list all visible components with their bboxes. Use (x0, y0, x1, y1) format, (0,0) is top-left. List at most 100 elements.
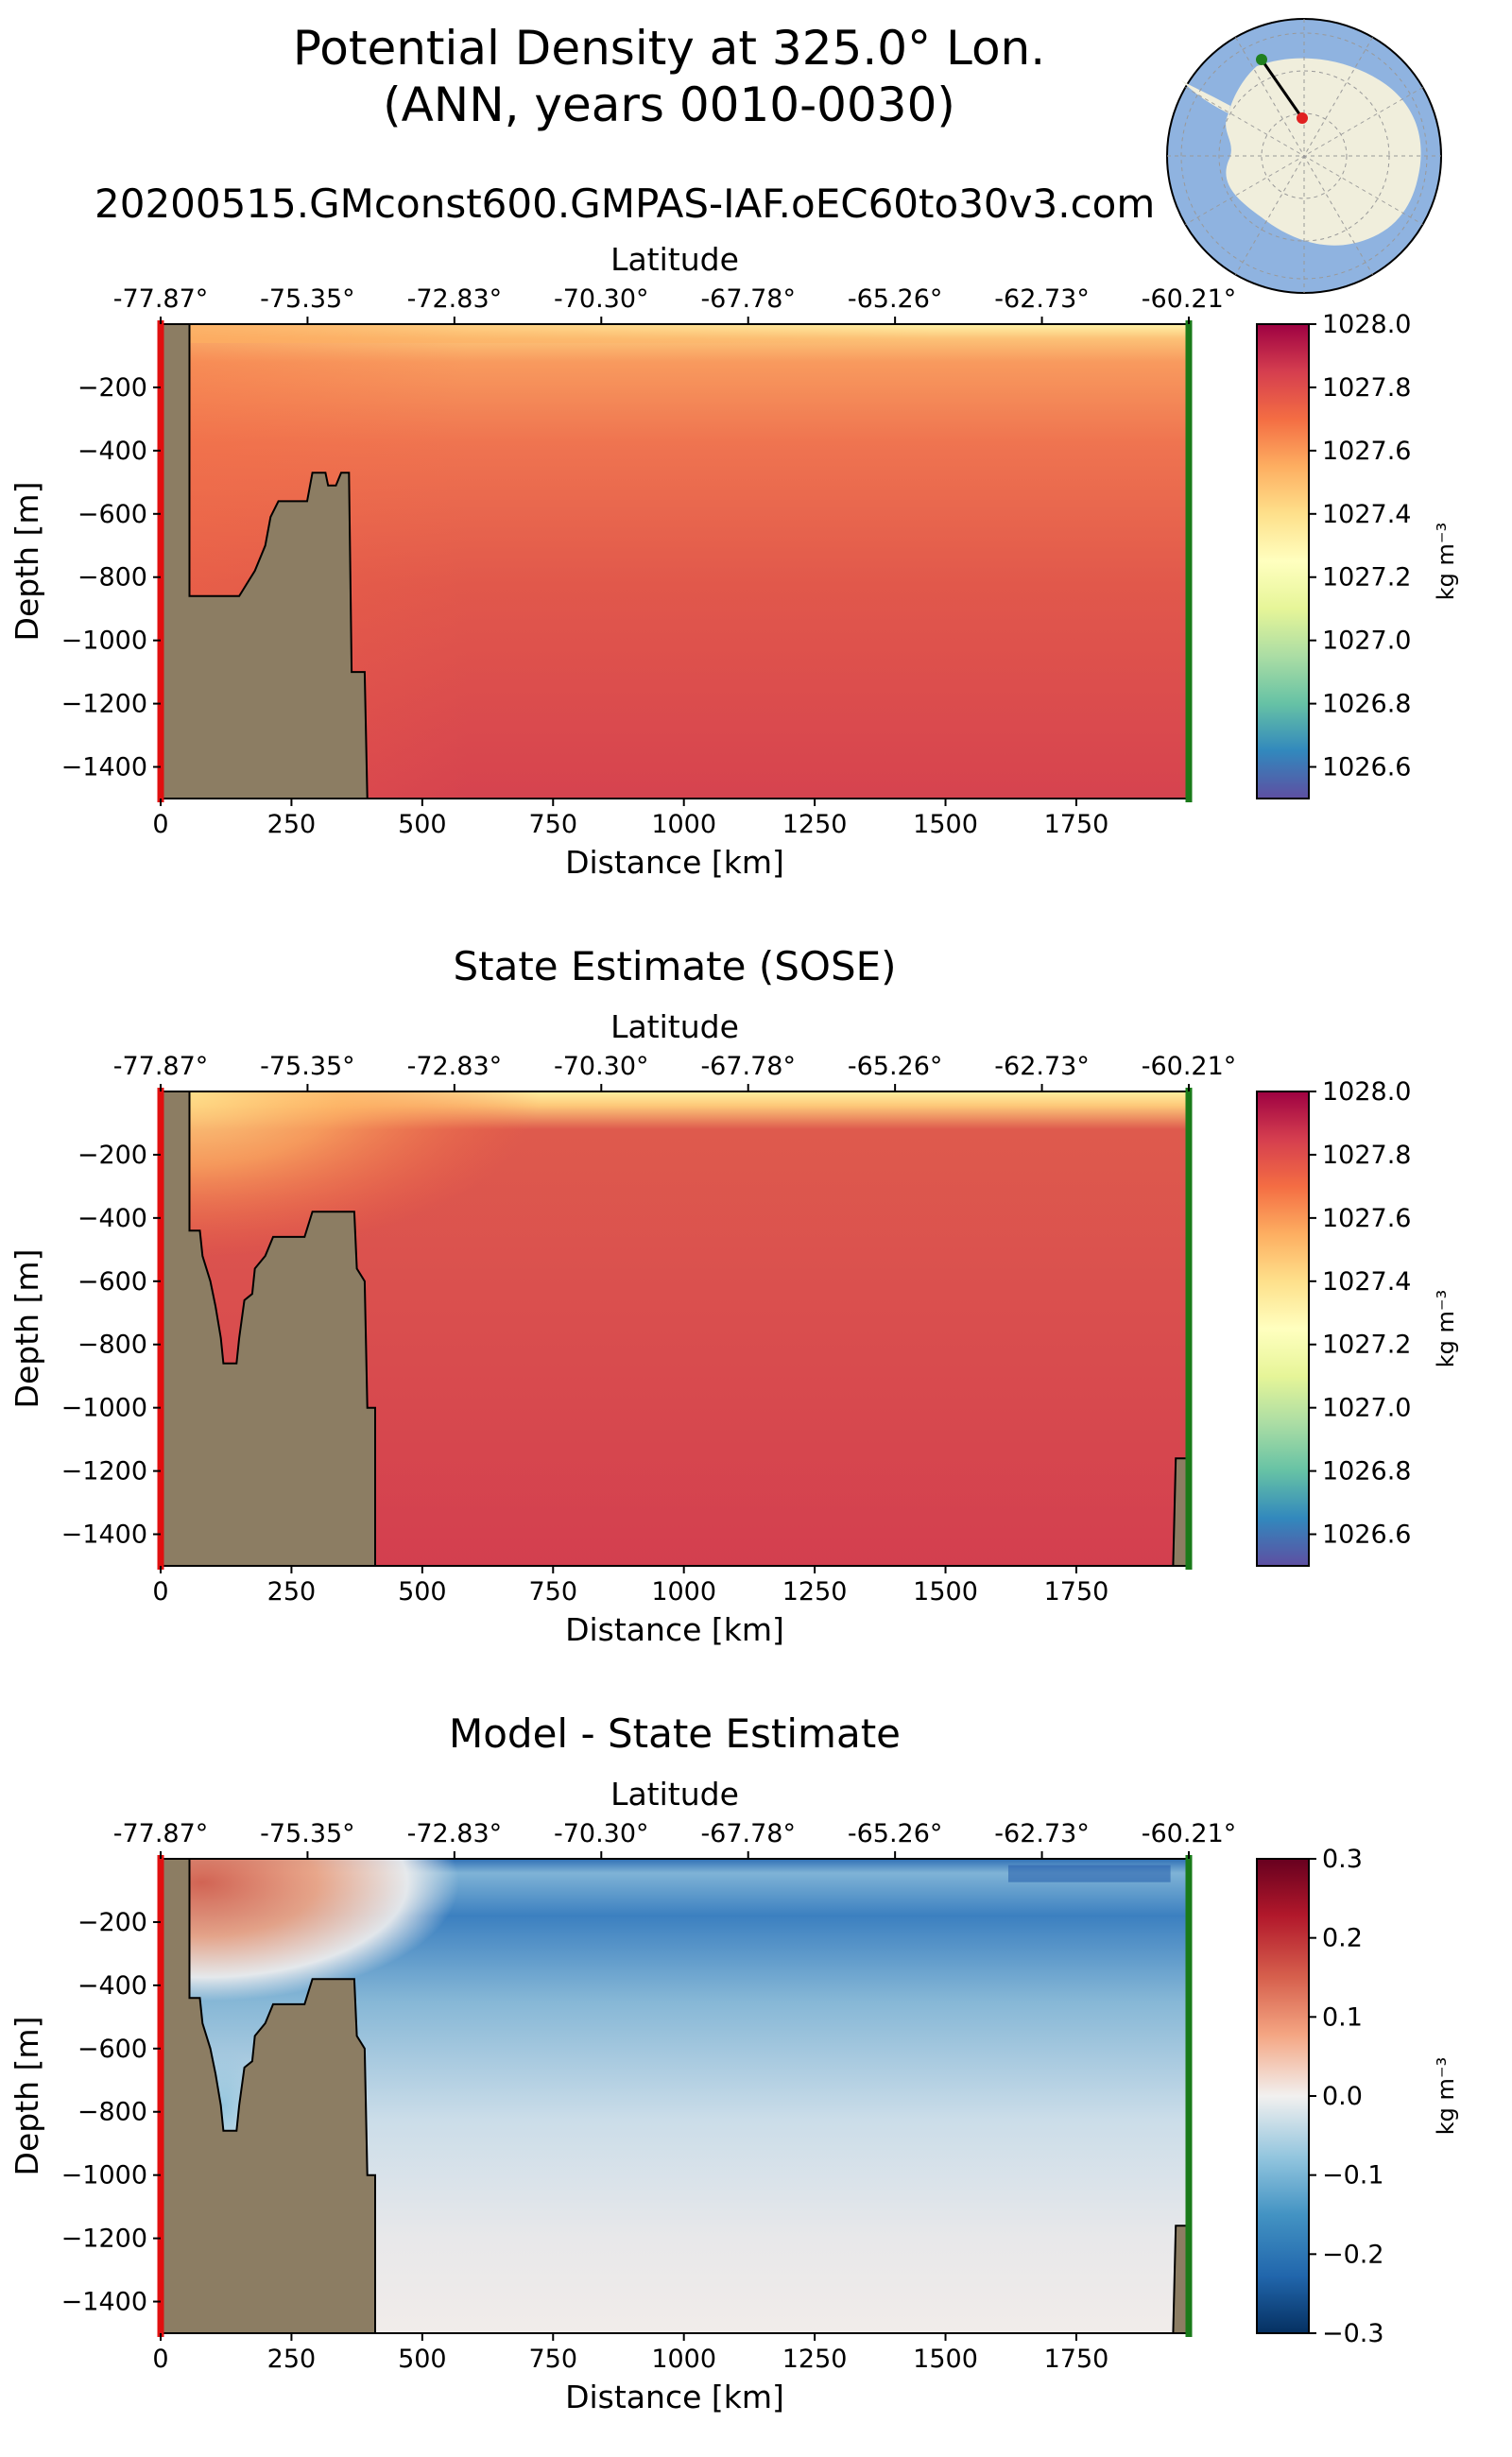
latitude-axis-label: Latitude (610, 241, 739, 278)
colorbar-tick-label: 0.1 (1322, 2002, 1363, 2032)
x-tick-label: 1000 (651, 2345, 716, 2374)
bathymetry-left (161, 1859, 376, 2333)
x-tick-label: 250 (267, 2345, 317, 2374)
y-axis-label: Depth [m] (9, 1249, 45, 1409)
x-tick-label: 1000 (651, 1577, 716, 1606)
y-tick-label: −800 (77, 1331, 147, 1360)
colorbar-tick-label: 1027.0 (1322, 627, 1411, 656)
lat-tick-label: -65.26° (848, 1052, 943, 1081)
colorbar-tick-label: 1027.8 (1322, 373, 1411, 403)
x-axis-label: Distance [km] (565, 1611, 784, 1648)
x-tick-label: 1500 (913, 1577, 978, 1606)
x-tick-label: 1250 (782, 2345, 848, 2374)
x-tick-label: 750 (528, 1577, 577, 1606)
lat-tick-label: -77.87° (113, 1819, 209, 1848)
colorbar-label: kg m⁻³ (1433, 1290, 1459, 1367)
lat-tick-label: -65.26° (848, 1819, 943, 1848)
lat-tick-label: -77.87° (113, 1052, 209, 1081)
colorbar-tick-label: 1027.2 (1322, 563, 1411, 593)
x-tick-label: 250 (267, 810, 317, 839)
inset-section-end (1256, 54, 1267, 65)
lat-tick-label: -60.21° (1142, 1819, 1237, 1848)
colorbar-tick-label: 0.0 (1322, 2082, 1363, 2111)
x-tick-label: 1750 (1044, 1577, 1109, 1606)
lat-tick-label: -72.83° (407, 284, 503, 314)
y-axis-label: Depth [m] (9, 2017, 45, 2176)
x-tick-label: 0 (152, 810, 168, 839)
x-tick-label: 500 (398, 810, 447, 839)
colorbar-tick-label: 1028.0 (1322, 1077, 1411, 1107)
lat-tick-label: -67.78° (700, 1819, 796, 1848)
lat-tick-label: -65.26° (848, 284, 943, 314)
lat-tick-label: -67.78° (700, 1052, 796, 1081)
y-tick-label: −200 (77, 373, 147, 403)
field-surface-min (1007, 1864, 1171, 1882)
run-name: 20200515.GMconst600.GMPAS-IAF.oEC60to30v… (94, 180, 1155, 227)
colorbar-tick-label: −0.2 (1322, 2240, 1384, 2269)
colorbar: 1028.0 1027.8 1027.6 1027.4 1027.2 1027.0 1026… (1256, 310, 1459, 799)
y-axis-label: Depth [m] (9, 482, 45, 642)
y-tick-label: −600 (77, 500, 147, 529)
colorbar-label: kg m⁻³ (1433, 523, 1459, 600)
colorbar-tick-label: 0.3 (1322, 1845, 1363, 1874)
colorbar-tick-label: 1026.6 (1322, 753, 1411, 782)
y-tick-label: −1400 (61, 753, 147, 782)
colorbar-tick-label: 1026.8 (1322, 690, 1411, 719)
colorbar-label: kg m⁻³ (1433, 2057, 1459, 2135)
colorbar-tick-label: 1027.4 (1322, 1267, 1411, 1297)
colorbar-gradient (1256, 1091, 1310, 1567)
y-tick-label: −1200 (61, 2225, 147, 2254)
colorbar-tick-label: 1026.6 (1322, 1521, 1411, 1550)
y-tick-label: −1400 (61, 1521, 147, 1550)
y-tick-label: −800 (77, 2098, 147, 2127)
y-tick-label: −400 (77, 437, 147, 466)
bathymetry-left (161, 1091, 376, 1566)
y-tick-label: −800 (77, 563, 147, 593)
bathymetry-right (1172, 1457, 1189, 1566)
x-tick-label: 0 (152, 1577, 168, 1606)
colorbar-tick-label: 1028.0 (1322, 310, 1411, 339)
inset-peninsula (1181, 80, 1230, 113)
panel-model: Latitude 0 250 500 750 1000 1250 1500 1750 Distan… (9, 241, 1459, 881)
density-field (161, 1859, 1189, 2333)
colorbar-tick-label: −0.3 (1322, 2319, 1384, 2348)
lat-tick-label: -75.35° (260, 1052, 355, 1081)
y-tick-label: −200 (77, 1141, 147, 1170)
colorbar-tick-label: 1027.4 (1322, 500, 1411, 529)
inset-section-line (1260, 59, 1304, 119)
density-field (161, 1091, 1189, 1566)
y-tick-label: −1200 (61, 1457, 147, 1486)
y-tick-label: −1000 (61, 627, 147, 656)
colorbar-tick-label: 1026.8 (1322, 1457, 1411, 1486)
x-axis-label: Distance [km] (565, 844, 784, 881)
colorbar-tick-label: 1027.6 (1322, 1204, 1411, 1233)
x-tick-label: 1250 (782, 810, 848, 839)
x-tick-label: 250 (267, 1577, 317, 1606)
lat-tick-label: -77.87° (113, 284, 209, 314)
inset-section-start (1297, 112, 1308, 124)
lat-tick-label: -62.73° (994, 1052, 1090, 1081)
x-axis-label: Distance [km] (565, 2379, 784, 2415)
lat-tick-label: -67.78° (700, 284, 796, 314)
lat-tick-label: -75.35° (260, 284, 355, 314)
colorbar: 0.3 0.2 0.1 0.0 −0.1 −0.2 −0.3 kg m⁻³ (1256, 1845, 1459, 2348)
y-tick-label: −1000 (61, 1394, 147, 1423)
bathymetry-right (1172, 2225, 1189, 2333)
colorbar-tick-label: 0.2 (1322, 1924, 1363, 1953)
density-field (161, 324, 1189, 799)
colorbar-tick-label: 1027.2 (1322, 1331, 1411, 1360)
colorbar: 1028.0 1027.8 1027.6 1027.4 1027.2 1027.0 1026… (1256, 1077, 1459, 1567)
x-tick-label: 750 (528, 2345, 577, 2374)
colorbar-tick-label: 1027.6 (1322, 437, 1411, 466)
bathymetry-left (161, 324, 369, 799)
lat-tick-label: -70.30° (554, 284, 649, 314)
lat-tick-label: -72.83° (407, 1819, 503, 1848)
y-tick-label: −400 (77, 1971, 147, 2001)
x-tick-label: 0 (152, 2345, 168, 2374)
lat-tick-label: -62.73° (994, 284, 1090, 314)
colorbar-gradient (1256, 323, 1310, 799)
field-surface-tint (161, 324, 1189, 343)
antarctic-polar-map-icon (1166, 18, 1442, 294)
x-tick-label: 500 (398, 2345, 447, 2374)
